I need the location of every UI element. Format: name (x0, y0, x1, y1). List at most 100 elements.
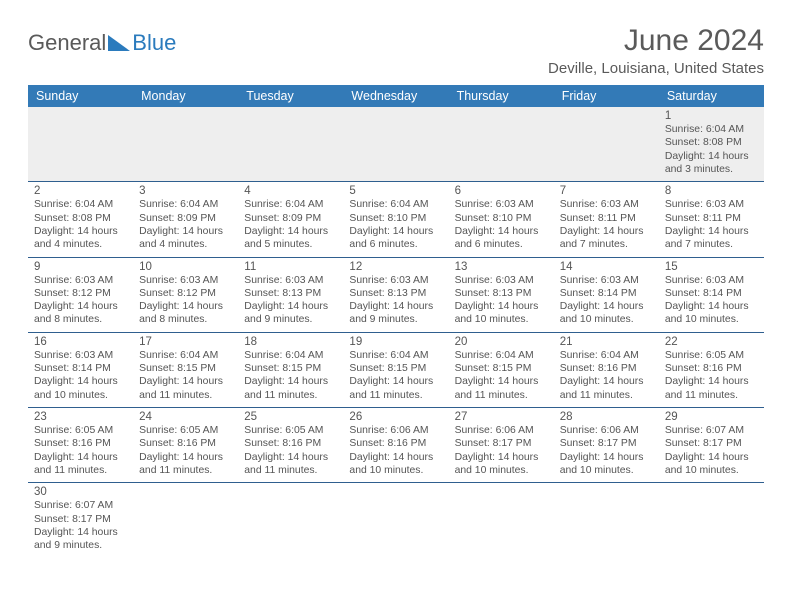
sunset-line: Sunset: 8:17 PM (665, 437, 758, 450)
logo: General Blue (28, 30, 176, 56)
sunset-line: Sunset: 8:09 PM (244, 212, 337, 225)
daylight-line: Daylight: 14 hours and 8 minutes. (34, 300, 127, 327)
day-info: Sunrise: 6:03 AMSunset: 8:11 PMDaylight:… (560, 198, 653, 251)
sunset-line: Sunset: 8:10 PM (455, 212, 548, 225)
calendar-table: SundayMondayTuesdayWednesdayThursdayFrid… (28, 85, 764, 558)
calendar-week: 1Sunrise: 6:04 AMSunset: 8:08 PMDaylight… (28, 107, 764, 182)
day-number: 19 (349, 336, 442, 348)
title-block: June 2024 Deville, Louisiana, United Sta… (548, 24, 764, 77)
day-info: Sunrise: 6:04 AMSunset: 8:09 PMDaylight:… (139, 198, 232, 251)
calendar-cell: 30Sunrise: 6:07 AMSunset: 8:17 PMDayligh… (28, 483, 133, 558)
sunrise-line: Sunrise: 6:06 AM (349, 424, 442, 437)
daylight-line: Daylight: 14 hours and 10 minutes. (560, 300, 653, 327)
day-info: Sunrise: 6:05 AMSunset: 8:16 PMDaylight:… (244, 424, 337, 477)
sunrise-line: Sunrise: 6:03 AM (665, 274, 758, 287)
sunrise-line: Sunrise: 6:06 AM (560, 424, 653, 437)
calendar-week: 30Sunrise: 6:07 AMSunset: 8:17 PMDayligh… (28, 483, 764, 558)
calendar-cell: 4Sunrise: 6:04 AMSunset: 8:09 PMDaylight… (238, 182, 343, 257)
day-info: Sunrise: 6:06 AMSunset: 8:17 PMDaylight:… (560, 424, 653, 477)
calendar-cell: 9Sunrise: 6:03 AMSunset: 8:12 PMDaylight… (28, 257, 133, 332)
calendar-cell: 23Sunrise: 6:05 AMSunset: 8:16 PMDayligh… (28, 408, 133, 483)
daylight-line: Daylight: 14 hours and 4 minutes. (34, 225, 127, 252)
day-info: Sunrise: 6:05 AMSunset: 8:16 PMDaylight:… (139, 424, 232, 477)
day-header: Thursday (449, 85, 554, 107)
sunrise-line: Sunrise: 6:05 AM (244, 424, 337, 437)
calendar-cell: 21Sunrise: 6:04 AMSunset: 8:16 PMDayligh… (554, 332, 659, 407)
daylight-line: Daylight: 14 hours and 11 minutes. (244, 375, 337, 402)
day-number: 29 (665, 411, 758, 423)
sunrise-line: Sunrise: 6:04 AM (560, 349, 653, 362)
day-info: Sunrise: 6:04 AMSunset: 8:08 PMDaylight:… (665, 123, 758, 176)
sunrise-line: Sunrise: 6:04 AM (139, 349, 232, 362)
sunset-line: Sunset: 8:11 PM (560, 212, 653, 225)
sunset-line: Sunset: 8:15 PM (349, 362, 442, 375)
day-header: Sunday (28, 85, 133, 107)
calendar-week: 2Sunrise: 6:04 AMSunset: 8:08 PMDaylight… (28, 182, 764, 257)
day-info: Sunrise: 6:04 AMSunset: 8:15 PMDaylight:… (244, 349, 337, 402)
sunrise-line: Sunrise: 6:04 AM (244, 198, 337, 211)
location: Deville, Louisiana, United States (548, 60, 764, 77)
sunrise-line: Sunrise: 6:04 AM (665, 123, 758, 136)
calendar-cell: 29Sunrise: 6:07 AMSunset: 8:17 PMDayligh… (659, 408, 764, 483)
calendar-cell (238, 107, 343, 182)
sunrise-line: Sunrise: 6:04 AM (455, 349, 548, 362)
day-info: Sunrise: 6:05 AMSunset: 8:16 PMDaylight:… (665, 349, 758, 402)
calendar-cell: 14Sunrise: 6:03 AMSunset: 8:14 PMDayligh… (554, 257, 659, 332)
daylight-line: Daylight: 14 hours and 3 minutes. (665, 150, 758, 177)
sunset-line: Sunset: 8:09 PM (139, 212, 232, 225)
sunset-line: Sunset: 8:13 PM (244, 287, 337, 300)
sunrise-line: Sunrise: 6:04 AM (34, 198, 127, 211)
day-number: 12 (349, 261, 442, 273)
calendar-cell: 18Sunrise: 6:04 AMSunset: 8:15 PMDayligh… (238, 332, 343, 407)
calendar-cell: 8Sunrise: 6:03 AMSunset: 8:11 PMDaylight… (659, 182, 764, 257)
sunset-line: Sunset: 8:12 PM (139, 287, 232, 300)
sunset-line: Sunset: 8:11 PM (665, 212, 758, 225)
day-number: 4 (244, 185, 337, 197)
sunrise-line: Sunrise: 6:03 AM (349, 274, 442, 287)
calendar-cell (343, 107, 448, 182)
daylight-line: Daylight: 14 hours and 7 minutes. (560, 225, 653, 252)
day-number: 18 (244, 336, 337, 348)
day-number: 9 (34, 261, 127, 273)
calendar-cell: 22Sunrise: 6:05 AMSunset: 8:16 PMDayligh… (659, 332, 764, 407)
day-info: Sunrise: 6:04 AMSunset: 8:16 PMDaylight:… (560, 349, 653, 402)
sunset-line: Sunset: 8:17 PM (34, 513, 127, 526)
sunset-line: Sunset: 8:16 PM (349, 437, 442, 450)
day-number: 14 (560, 261, 653, 273)
day-info: Sunrise: 6:03 AMSunset: 8:14 PMDaylight:… (665, 274, 758, 327)
day-number: 8 (665, 185, 758, 197)
calendar-cell: 28Sunrise: 6:06 AMSunset: 8:17 PMDayligh… (554, 408, 659, 483)
day-number: 2 (34, 185, 127, 197)
daylight-line: Daylight: 14 hours and 10 minutes. (349, 451, 442, 478)
daylight-line: Daylight: 14 hours and 11 minutes. (244, 451, 337, 478)
daylight-line: Daylight: 14 hours and 10 minutes. (560, 451, 653, 478)
day-info: Sunrise: 6:04 AMSunset: 8:15 PMDaylight:… (349, 349, 442, 402)
calendar-cell: 19Sunrise: 6:04 AMSunset: 8:15 PMDayligh… (343, 332, 448, 407)
calendar-cell (343, 483, 448, 558)
day-number: 28 (560, 411, 653, 423)
day-info: Sunrise: 6:07 AMSunset: 8:17 PMDaylight:… (665, 424, 758, 477)
day-header: Wednesday (343, 85, 448, 107)
day-info: Sunrise: 6:03 AMSunset: 8:13 PMDaylight:… (349, 274, 442, 327)
daylight-line: Daylight: 14 hours and 8 minutes. (139, 300, 232, 327)
calendar-cell: 15Sunrise: 6:03 AMSunset: 8:14 PMDayligh… (659, 257, 764, 332)
day-info: Sunrise: 6:07 AMSunset: 8:17 PMDaylight:… (34, 499, 127, 552)
sunset-line: Sunset: 8:08 PM (665, 136, 758, 149)
sunrise-line: Sunrise: 6:05 AM (139, 424, 232, 437)
sunrise-line: Sunrise: 6:03 AM (455, 274, 548, 287)
month-title: June 2024 (548, 24, 764, 58)
sunrise-line: Sunrise: 6:06 AM (455, 424, 548, 437)
sunset-line: Sunset: 8:15 PM (244, 362, 337, 375)
day-header: Friday (554, 85, 659, 107)
calendar-body: 1Sunrise: 6:04 AMSunset: 8:08 PMDaylight… (28, 107, 764, 558)
daylight-line: Daylight: 14 hours and 11 minutes. (139, 375, 232, 402)
calendar-cell (449, 483, 554, 558)
calendar-cell: 12Sunrise: 6:03 AMSunset: 8:13 PMDayligh… (343, 257, 448, 332)
calendar-cell: 25Sunrise: 6:05 AMSunset: 8:16 PMDayligh… (238, 408, 343, 483)
calendar-week: 23Sunrise: 6:05 AMSunset: 8:16 PMDayligh… (28, 408, 764, 483)
day-info: Sunrise: 6:03 AMSunset: 8:14 PMDaylight:… (560, 274, 653, 327)
calendar-cell: 6Sunrise: 6:03 AMSunset: 8:10 PMDaylight… (449, 182, 554, 257)
day-number: 24 (139, 411, 232, 423)
day-number: 27 (455, 411, 548, 423)
daylight-line: Daylight: 14 hours and 11 minutes. (560, 375, 653, 402)
